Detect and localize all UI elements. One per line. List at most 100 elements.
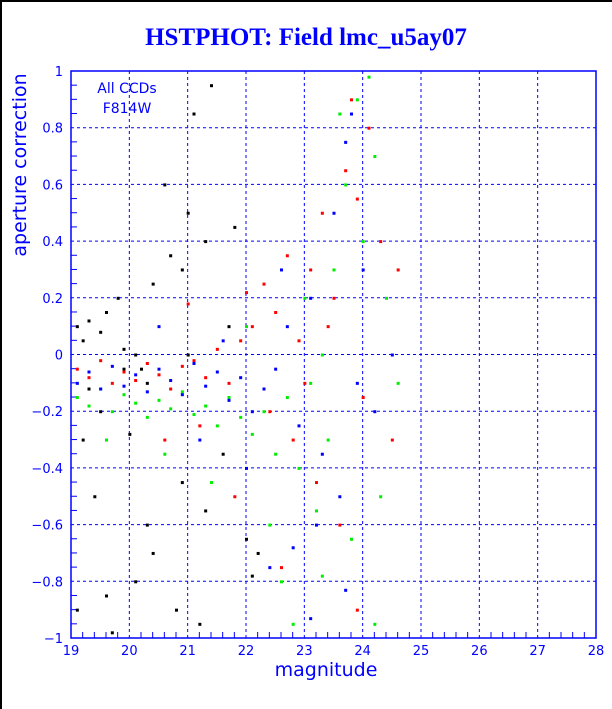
- x-tick-label: 25: [413, 644, 430, 659]
- point-black: [134, 580, 138, 584]
- annotation-filter: F814W: [103, 101, 152, 117]
- point-red: [215, 347, 219, 351]
- point-red: [262, 282, 266, 286]
- point-black: [180, 481, 184, 485]
- point-black: [204, 240, 208, 244]
- point-green: [210, 481, 213, 485]
- point-blue: [332, 211, 336, 215]
- point-green: [215, 424, 219, 428]
- point-green: [180, 390, 184, 394]
- point-blue: [180, 393, 184, 397]
- x-tick-label: 27: [529, 644, 546, 659]
- point-blue: [192, 362, 196, 366]
- point-black: [192, 112, 196, 116]
- point-black: [122, 367, 126, 371]
- point-green: [367, 75, 371, 79]
- point-green: [309, 381, 313, 385]
- point-blue: [355, 381, 359, 385]
- point-green: [285, 396, 289, 400]
- point-black: [210, 84, 213, 88]
- point-blue: [110, 364, 114, 368]
- point-green: [320, 353, 324, 357]
- point-black: [186, 211, 190, 215]
- y-tick-label: −0.6: [31, 519, 63, 534]
- point-black: [186, 353, 190, 357]
- point-red: [233, 495, 237, 499]
- point-green: [169, 407, 173, 411]
- point-black: [175, 608, 178, 612]
- x-axis-label: magnitude: [275, 659, 378, 681]
- point-green: [326, 438, 330, 442]
- point-green: [145, 415, 149, 419]
- point-red: [245, 291, 248, 295]
- chart-title: HSTPHOT: Field lmc_u5ay07: [145, 24, 467, 51]
- point-green: [396, 381, 400, 385]
- point-blue: [122, 384, 126, 388]
- point-blue: [280, 268, 283, 272]
- point-green: [320, 574, 324, 578]
- point-green: [379, 495, 383, 499]
- point-blue: [309, 617, 313, 621]
- y-tick-label: 0.2: [42, 292, 63, 307]
- point-blue: [169, 379, 173, 383]
- plot-frame: [70, 70, 597, 639]
- point-green: [134, 401, 138, 405]
- point-green: [274, 452, 278, 456]
- point-green: [268, 523, 272, 527]
- point-blue: [75, 381, 79, 385]
- point-green: [262, 410, 266, 414]
- point-blue: [285, 325, 289, 329]
- point-blue: [320, 452, 324, 456]
- point-red: [239, 339, 243, 343]
- point-blue: [87, 370, 91, 374]
- point-black: [110, 631, 114, 635]
- point-blue: [227, 398, 231, 402]
- point-red: [297, 339, 301, 343]
- point-red: [361, 396, 365, 400]
- point-green: [373, 622, 377, 626]
- y-tick-label: 0.6: [42, 178, 63, 193]
- point-red: [198, 424, 202, 428]
- point-blue: [262, 387, 266, 391]
- point-green: [239, 415, 243, 419]
- point-black: [227, 325, 231, 329]
- point-red: [396, 268, 400, 272]
- point-green: [350, 537, 353, 541]
- point-green: [245, 325, 248, 329]
- point-red: [134, 379, 138, 383]
- point-blue: [309, 296, 313, 300]
- point-black: [250, 574, 254, 578]
- point-black: [151, 282, 155, 286]
- point-red: [338, 523, 342, 527]
- point-black: [87, 387, 91, 391]
- point-red: [379, 240, 383, 244]
- point-red: [180, 364, 184, 368]
- point-red: [291, 438, 295, 442]
- y-tick-label: 0.8: [42, 122, 63, 137]
- point-green: [332, 268, 336, 272]
- point-red: [145, 362, 149, 366]
- point-black: [180, 268, 184, 272]
- x-tick-label: 20: [121, 644, 138, 659]
- point-blue: [350, 112, 353, 116]
- point-black: [122, 347, 126, 351]
- point-blue: [297, 424, 301, 428]
- x-tick-label: 19: [63, 644, 80, 659]
- point-blue: [338, 495, 342, 499]
- y-tick-label: 0: [55, 349, 63, 364]
- point-red: [390, 438, 394, 442]
- x-tick-label: 22: [238, 644, 255, 659]
- point-black: [81, 339, 85, 343]
- point-black: [134, 353, 138, 357]
- point-black: [245, 537, 248, 541]
- point-red: [280, 566, 283, 570]
- point-blue: [390, 353, 394, 357]
- point-red: [87, 376, 91, 380]
- point-black: [169, 254, 173, 258]
- point-green: [338, 112, 342, 116]
- point-green: [344, 183, 348, 187]
- point-black: [105, 594, 108, 598]
- point-green: [315, 509, 318, 513]
